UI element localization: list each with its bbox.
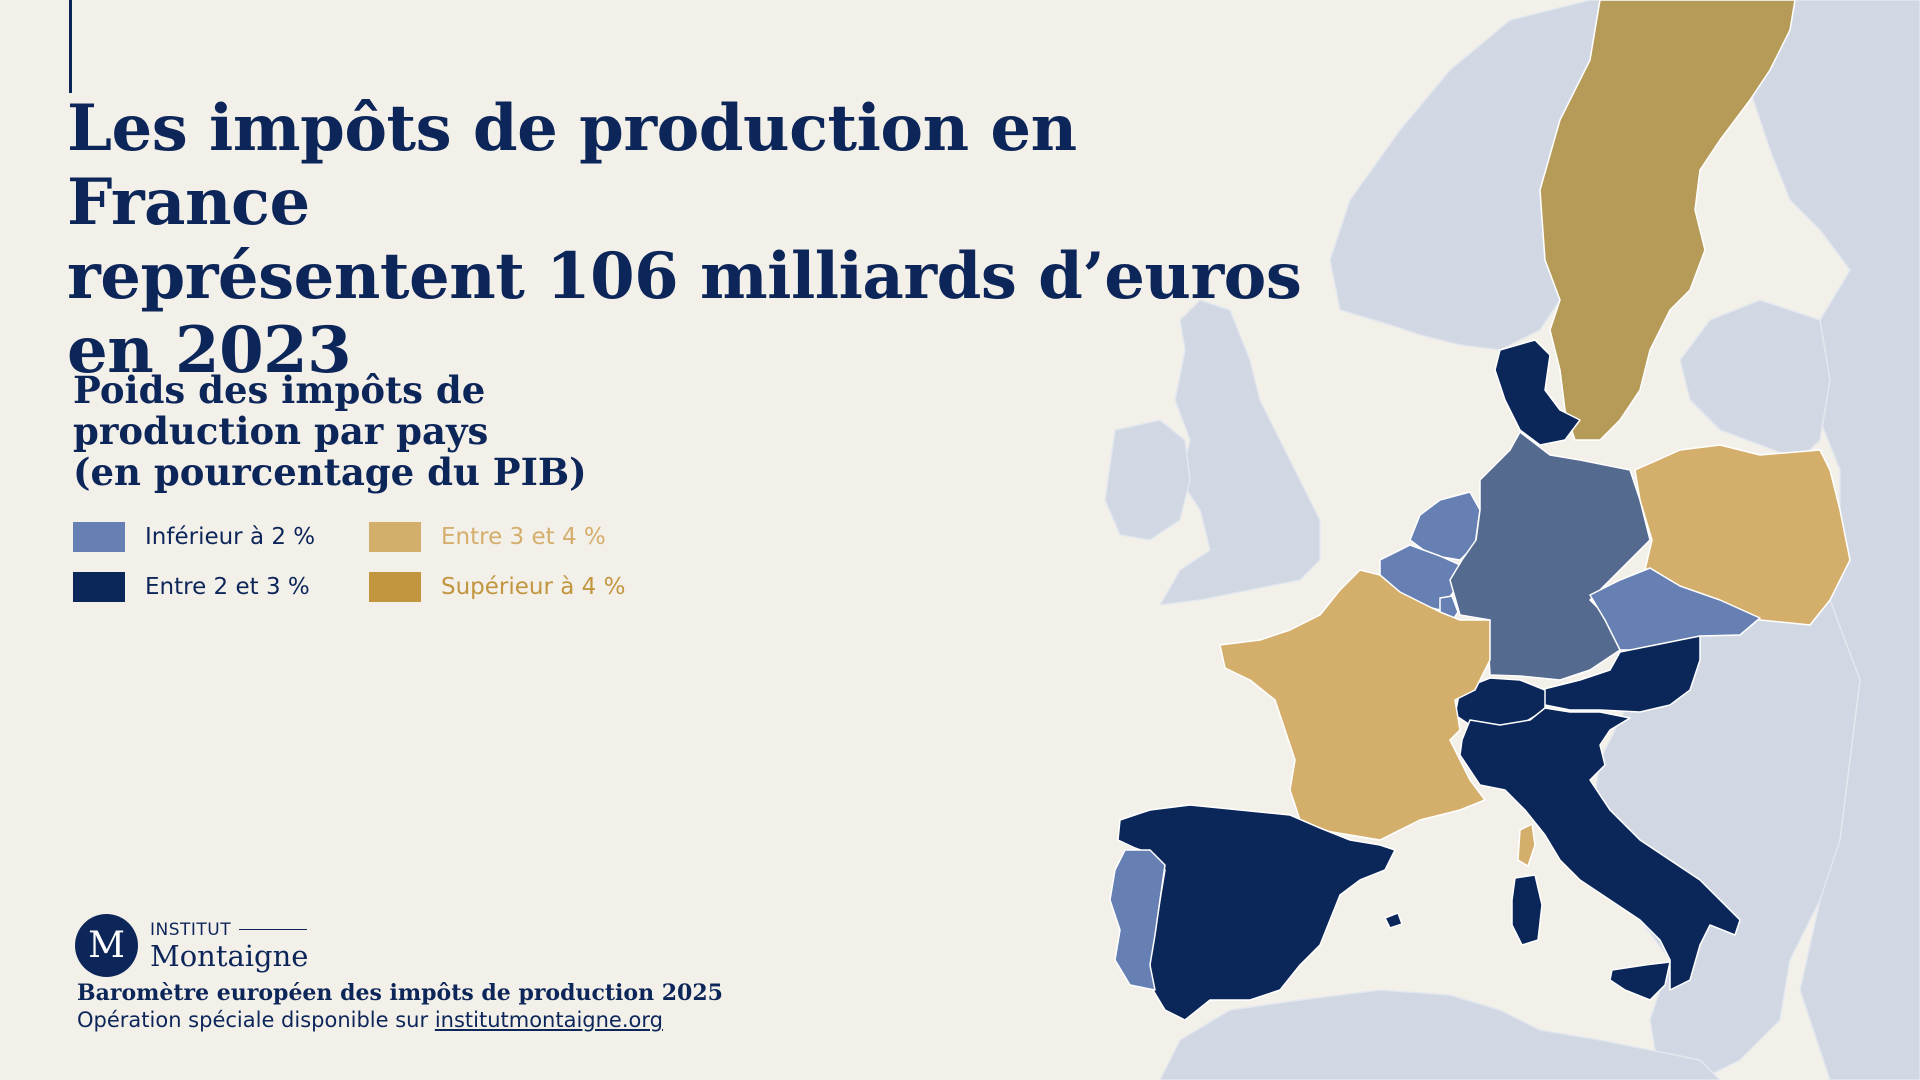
legend-swatch	[73, 572, 125, 602]
legend-swatch	[73, 522, 125, 552]
legend-item-above-4: Supérieur à 4 %	[369, 572, 625, 602]
legend-label: Supérieur à 4 %	[441, 574, 626, 600]
legend-item-2-to-3: Entre 2 et 3 %	[73, 572, 310, 602]
legend-title-line: production par pays	[73, 409, 489, 453]
footer-sub-text: Opération spéciale disponible sur	[77, 1008, 435, 1032]
country-poland	[1634, 444, 1851, 626]
footer-subtitle: Opération spéciale disponible sur instit…	[77, 1008, 663, 1032]
country-czechia	[1589, 567, 1761, 651]
accent-line	[69, 0, 72, 93]
footer-link[interactable]: institutmontaigne.org	[434, 1008, 663, 1032]
logo-monogram: M	[75, 914, 138, 977]
title-line: Les impôts de production en France	[67, 91, 1077, 240]
legend-swatch	[369, 572, 421, 602]
logo-text: INSTITUT Montaigne	[150, 920, 308, 972]
country-austria	[1539, 635, 1701, 713]
europe-map	[1104, 0, 1920, 1080]
legend-label: Inférieur à 2 %	[145, 524, 316, 550]
country-spain	[1117, 804, 1396, 1021]
institut-montaigne-logo: M INSTITUT Montaigne	[75, 914, 308, 977]
country-shapes	[1109, 0, 1851, 1021]
land-great-britain	[1158, 299, 1321, 606]
page-title: Les impôts de production en France repré…	[67, 92, 1307, 388]
logo-montaigne: Montaigne	[150, 938, 309, 973]
footer-title: Baromètre européen des impôts de product…	[77, 980, 723, 1006]
country-sicily	[1609, 961, 1671, 1001]
legend-item-3-to-4: Entre 3 et 4 %	[369, 522, 606, 552]
country-italy	[1459, 707, 1741, 991]
country-netherlands	[1409, 491, 1481, 561]
legend-title-line: (en pourcentage du PIB)	[73, 450, 587, 494]
land-baltics	[1679, 299, 1831, 461]
legend-swatch	[369, 522, 421, 552]
country-denmark	[1494, 339, 1581, 446]
legend-label: Entre 3 et 4 %	[441, 524, 606, 550]
country-portugal	[1109, 849, 1166, 991]
island-balearic	[1384, 912, 1403, 929]
country-sweden	[1539, 0, 1796, 441]
logo-institut: INSTITUT	[150, 920, 308, 940]
legend-item-below-2: Inférieur à 2 %	[73, 522, 315, 552]
legend-title-line: Poids des impôts de	[73, 368, 486, 412]
land-ireland	[1104, 419, 1191, 541]
land-north-africa	[1159, 989, 1722, 1080]
country-sardinia	[1511, 874, 1543, 946]
legend-title: Poids des impôts de production par pays …	[73, 370, 693, 493]
legend-label: Entre 2 et 3 %	[145, 574, 310, 600]
country-corsica	[1517, 823, 1536, 867]
title-line: en 2023	[67, 313, 352, 388]
country-france	[1219, 569, 1491, 841]
title-line: représentent 106 milliards d’euros	[67, 239, 1302, 314]
